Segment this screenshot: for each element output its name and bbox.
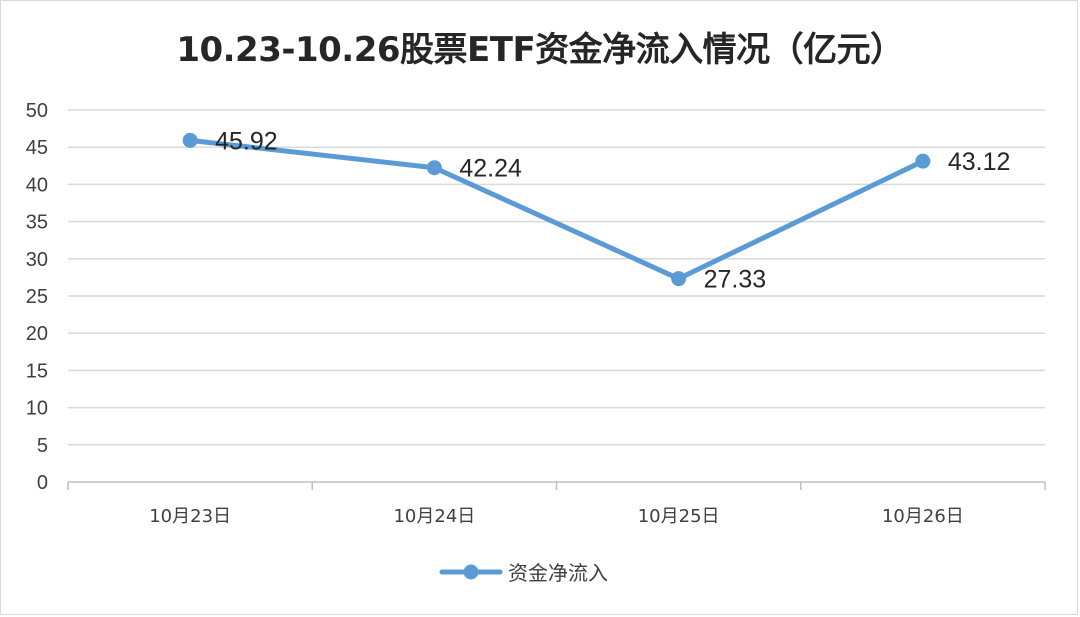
data-point (182, 132, 198, 148)
data-label: 42.24 (459, 155, 522, 183)
legend: 资金净流入 (439, 561, 608, 585)
y-tick-label: 15 (26, 360, 48, 382)
data-point (426, 160, 442, 176)
y-tick-label: 50 (26, 100, 48, 122)
x-axis: 10月23日 10月24日 10月25日 10月26日 (67, 481, 1046, 527)
x-tick-label: 10月24日 (393, 506, 475, 527)
data-point (915, 153, 931, 169)
y-tick-label: 35 (26, 212, 48, 234)
x-tick-label: 10月25日 (638, 506, 720, 527)
y-tick-label: 5 (37, 435, 48, 457)
y-axis-ticks: 0 5 10 15 20 25 30 35 40 45 50 (26, 100, 48, 494)
grid-lines (68, 109, 1045, 446)
chart-title: 10.23-10.26股票ETF资金净流入情况（亿元） (176, 30, 904, 70)
data-point (671, 271, 687, 287)
y-tick-label: 30 (26, 249, 48, 271)
x-tick-label: 10月26日 (882, 506, 964, 527)
y-tick-label: 20 (26, 323, 48, 345)
y-tick-label: 0 (37, 472, 48, 494)
y-tick-label: 40 (26, 174, 48, 196)
data-label: 43.12 (948, 148, 1011, 176)
data-label: 27.33 (704, 266, 767, 294)
legend-marker (463, 564, 479, 580)
series-line (187, 137, 926, 282)
y-tick-label: 25 (26, 286, 48, 308)
series-layer: 45.92 42.24 27.33 43.12 (182, 127, 1011, 294)
x-tick-label: 10月23日 (149, 506, 231, 527)
data-label: 45.92 (215, 127, 278, 155)
y-tick-label: 10 (26, 398, 48, 420)
y-tick-label: 45 (26, 137, 48, 159)
legend-label: 资金净流入 (508, 561, 608, 585)
